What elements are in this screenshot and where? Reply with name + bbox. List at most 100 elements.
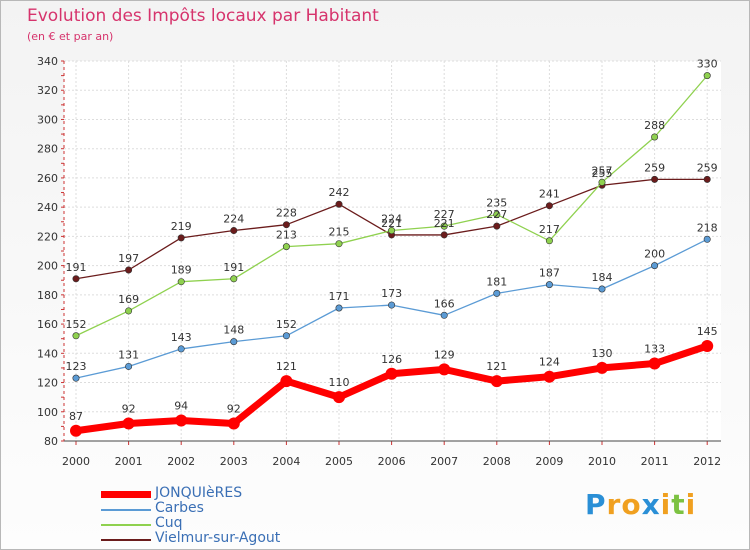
x-tick-label: 2007 — [430, 455, 458, 468]
legend-label: Vielmur-sur-Agout — [155, 530, 281, 546]
data-label: 110 — [329, 376, 350, 389]
data-label: 218 — [697, 221, 718, 234]
y-tick-label: 240 — [37, 201, 58, 214]
data-point — [490, 375, 503, 388]
data-label: 87 — [69, 410, 83, 423]
data-label: 94 — [174, 400, 188, 413]
data-label: 241 — [539, 188, 560, 201]
data-label: 221 — [381, 217, 402, 230]
data-label: 189 — [171, 264, 192, 277]
legend-item: Carbes — [101, 500, 321, 517]
data-label: 130 — [592, 347, 613, 360]
data-point — [122, 417, 135, 430]
data-point — [598, 285, 606, 293]
legend-swatch — [101, 539, 151, 541]
data-point — [703, 175, 711, 183]
x-tick-label: 2012 — [693, 455, 721, 468]
data-point — [230, 338, 238, 346]
data-point — [177, 278, 185, 286]
data-point — [335, 200, 343, 208]
legend: JONQUIèRES Carbes Cuq Vielmur-sur-Agout — [101, 485, 321, 547]
data-point — [333, 391, 345, 404]
data-label: 224 — [223, 213, 244, 226]
data-point — [72, 275, 80, 283]
x-tick-label: 2003 — [220, 455, 248, 468]
y-tick-label: 120 — [37, 377, 58, 390]
data-label: 213 — [276, 229, 297, 242]
legend-label: JONQUIèRES — [155, 485, 243, 501]
data-label: 219 — [171, 220, 192, 233]
data-point — [703, 72, 711, 80]
data-point — [282, 221, 290, 229]
data-label: 121 — [486, 360, 507, 373]
data-point — [545, 281, 553, 289]
y-tick-label: 80 — [44, 435, 58, 448]
data-point — [335, 304, 343, 312]
x-tick-label: 2001 — [115, 455, 143, 468]
data-point — [227, 417, 240, 430]
data-label: 197 — [118, 252, 139, 265]
proxiti-logo: Proxiti — [585, 488, 696, 521]
logo-letter: i — [685, 488, 697, 521]
data-label: 173 — [381, 287, 402, 300]
data-label: 129 — [434, 348, 455, 361]
y-tick-label: 140 — [37, 347, 58, 360]
data-point — [703, 235, 711, 243]
legend-swatch — [101, 491, 151, 498]
data-label: 224 — [381, 213, 402, 226]
data-point — [493, 289, 501, 297]
data-point — [335, 240, 343, 248]
data-point — [651, 175, 659, 183]
x-tick-label: 2010 — [588, 455, 616, 468]
data-label: 92 — [227, 402, 241, 415]
data-label: 242 — [329, 186, 350, 199]
data-point — [493, 210, 501, 218]
data-label: 121 — [276, 360, 297, 373]
data-point — [596, 361, 608, 374]
data-label: 123 — [66, 360, 87, 373]
chart-title: Evolution des Impôts locaux par Habitant — [27, 6, 379, 26]
chart-subtitle: (en € et par an) — [27, 30, 114, 43]
data-label: 169 — [118, 293, 139, 306]
x-tick-label: 2011 — [641, 455, 669, 468]
data-label: 217 — [539, 223, 560, 236]
data-point — [70, 424, 82, 437]
data-label: 131 — [118, 348, 139, 361]
data-label: 143 — [171, 331, 192, 344]
data-point — [175, 414, 188, 427]
data-point — [385, 367, 398, 380]
data-label: 228 — [276, 207, 297, 220]
y-tick-label: 220 — [37, 230, 58, 243]
x-tick-label: 2004 — [272, 455, 300, 468]
data-label: 181 — [486, 275, 507, 288]
data-label: 191 — [223, 261, 244, 274]
data-point — [545, 237, 553, 245]
y-tick-label: 320 — [37, 84, 58, 97]
data-label: 166 — [434, 297, 455, 310]
data-point — [282, 332, 290, 340]
plot-area — [64, 61, 721, 441]
y-tick-label: 200 — [37, 260, 58, 273]
data-point — [440, 222, 448, 230]
data-point — [72, 332, 80, 340]
data-label: 330 — [697, 58, 718, 71]
data-point — [651, 262, 659, 270]
y-tick-label: 100 — [37, 406, 58, 419]
data-point — [543, 370, 556, 383]
data-point — [388, 227, 396, 235]
data-point — [282, 243, 290, 251]
legend-item: Cuq — [101, 515, 321, 532]
data-point — [701, 340, 714, 352]
data-label: 124 — [539, 356, 560, 369]
data-point — [440, 231, 448, 239]
y-tick-label: 280 — [37, 143, 58, 156]
data-label: 235 — [486, 196, 507, 209]
data-point — [125, 307, 133, 315]
data-label: 259 — [697, 161, 718, 174]
data-point — [230, 227, 238, 235]
data-label: 255 — [592, 167, 613, 180]
data-label: 126 — [381, 353, 402, 366]
y-tick-label: 260 — [37, 172, 58, 185]
data-point — [438, 363, 451, 376]
legend-label: Carbes — [155, 500, 204, 516]
